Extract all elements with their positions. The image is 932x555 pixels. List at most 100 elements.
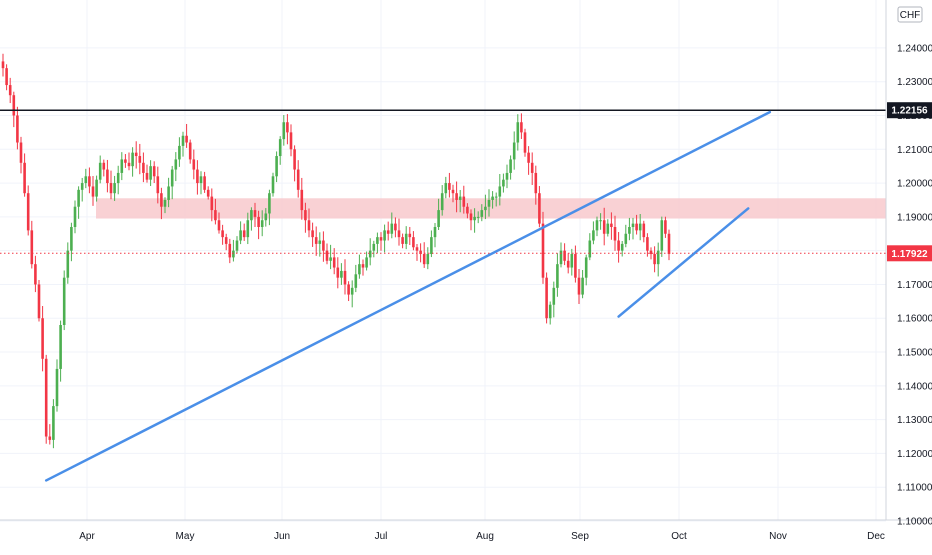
candle [149, 160, 152, 187]
candle-body [419, 250, 422, 255]
candle-body [307, 220, 311, 231]
candle-body [592, 230, 595, 241]
drawing-lines-layer [0, 109, 886, 482]
candle-body [138, 156, 142, 163]
candle-body [98, 162, 102, 180]
candle [282, 115, 286, 146]
candle-body [628, 227, 631, 234]
candle-body [275, 156, 278, 177]
candle [322, 231, 325, 262]
candle [214, 198, 217, 225]
candle-body [44, 358, 48, 437]
candle [462, 185, 466, 214]
candle-body [426, 254, 430, 265]
candle-body [257, 216, 260, 227]
candle-body [408, 233, 412, 238]
candle-body [340, 270, 343, 278]
candle-body [563, 250, 566, 261]
candle-body [271, 176, 275, 194]
price-tick-label: 1.12000 [897, 449, 932, 460]
candle [304, 202, 307, 233]
candle [163, 197, 167, 214]
support-zone[interactable] [96, 198, 886, 219]
price-badge-bg [887, 245, 932, 262]
candle [257, 210, 260, 240]
candle-body [59, 325, 62, 369]
candle [239, 221, 242, 245]
candle-body [62, 277, 66, 325]
candle-body [286, 122, 289, 133]
candle [541, 211, 545, 284]
candle-body [192, 159, 196, 170]
candle-body [185, 135, 188, 143]
candle-body [170, 169, 174, 187]
candle [34, 255, 37, 293]
candle-body [548, 304, 552, 319]
candle [275, 151, 278, 183]
time-axis-ticks: Apr May Jun Jul Aug Sep Oct Nov Dec [79, 531, 885, 542]
candle [95, 175, 98, 202]
currency-label-box[interactable]: CHF [897, 6, 923, 23]
candle-body [422, 254, 426, 265]
candle-body [664, 220, 667, 234]
candle-body [638, 223, 642, 231]
candle [311, 222, 314, 247]
candle-body [278, 139, 282, 157]
candle-body [52, 406, 55, 440]
candle [293, 145, 296, 182]
candle-body [534, 172, 538, 194]
candle-body [581, 277, 584, 295]
price-tick-label: 1.19000 [897, 212, 932, 223]
candle [91, 176, 95, 206]
candle-body [656, 250, 660, 265]
currency-label: CHF [900, 10, 921, 21]
candle [343, 259, 347, 295]
candle [134, 141, 138, 169]
candle-body [347, 284, 350, 295]
candle [383, 224, 386, 253]
candle [610, 212, 613, 240]
candle-body [494, 196, 498, 198]
candle [196, 160, 199, 195]
candle-body [73, 206, 77, 227]
price-tick-label: 1.15000 [897, 348, 932, 359]
candle [523, 128, 527, 157]
candle [16, 106, 19, 150]
price-tick-label: 1.24000 [897, 43, 932, 54]
candle [613, 215, 617, 251]
candle-body [235, 240, 239, 251]
price-tick-label: 1.17000 [897, 280, 932, 291]
candle [124, 154, 127, 168]
candle-body [124, 159, 127, 163]
candle [340, 263, 343, 285]
candle-body [487, 199, 491, 207]
candle [12, 91, 16, 128]
candle [5, 64, 8, 91]
candle-body [102, 162, 106, 170]
candle [120, 152, 124, 181]
candle [55, 359, 59, 412]
candle [545, 272, 548, 324]
price-tick-label: 1.20000 [897, 179, 932, 190]
candle [26, 185, 30, 236]
candle [1, 53, 5, 77]
candle [563, 243, 566, 266]
candle [574, 245, 577, 283]
candle [242, 223, 246, 241]
candle-body [469, 213, 473, 221]
candle-body [394, 223, 397, 231]
candle-body [498, 186, 502, 197]
support-zone-layer [96, 198, 886, 219]
candle [552, 281, 556, 318]
candle [624, 224, 628, 248]
candle [433, 223, 437, 248]
candle-body [566, 260, 570, 268]
candle-body [527, 152, 530, 163]
rising-wedge-trendline[interactable] [617, 207, 750, 318]
major-trendline[interactable] [44, 110, 772, 482]
candle [314, 226, 318, 256]
candle [570, 248, 574, 276]
candles-layer [1, 53, 671, 449]
